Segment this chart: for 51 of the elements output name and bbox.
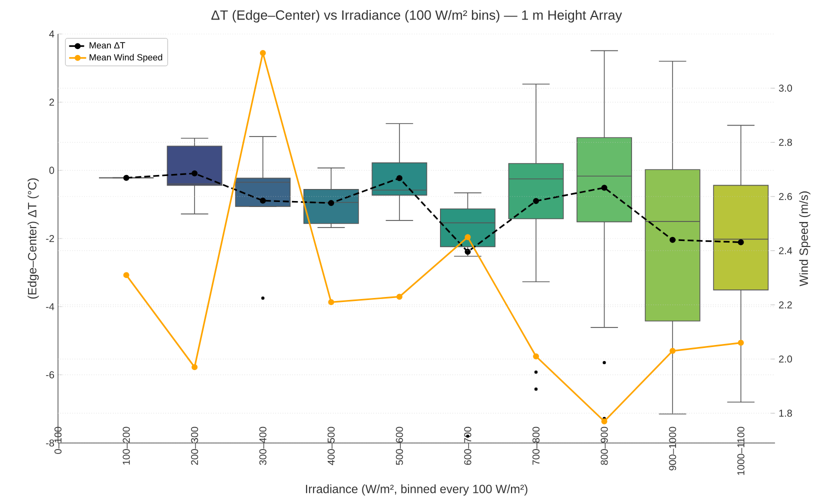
point [601,418,608,424]
point [464,248,471,255]
point [123,174,130,181]
point [192,170,198,176]
y2-tick-label: 2.8 [779,138,792,146]
x-tick-label: 600–700 [464,426,472,465]
point [396,175,402,182]
x-tick-label: 0–100 [54,426,62,454]
legend-label: Mean Wind Speed [90,54,162,62]
x-tick-label: 900–1000 [669,426,676,470]
point [670,348,676,354]
y-axis-title: (Edge–Center) ΔT (°C) [28,178,39,299]
point [396,294,402,300]
y-tick-label: -4 [46,303,54,310]
x-tick-label: 100–200 [122,426,130,465]
y2-tick-label: 2.0 [779,356,792,363]
x-tick-label: 500–600 [396,426,403,465]
point [192,364,198,370]
chart-title: ΔT (Edge–Center) vs Irradiance (100 W/m² bins) — 1 m Height Array [211,10,622,22]
x-tick-label: 200–300 [191,426,198,465]
point [328,299,334,306]
y-tick-label: 0 [49,166,54,174]
point [260,198,266,204]
y2-axis-title: Wind Speed (m/s) [799,191,810,286]
point [533,198,540,204]
y-tick-label: -8 [46,439,54,447]
y2-tick-label: 1.8 [779,410,792,417]
point [464,234,471,240]
point [533,353,540,360]
point [328,200,334,206]
y-tick-label: -2 [46,235,54,242]
point [260,50,266,56]
legend-label: Mean ΔT [90,42,126,49]
y-tick-label: 2 [49,98,54,106]
x-axis-title: Irradiance (W/m², binned every 100 W/m²) [306,484,528,496]
y2-tick-label: 2.4 [779,247,792,254]
point [123,272,130,278]
point [738,239,744,246]
y2-tick-label: 2.2 [779,301,792,308]
x-tick-label: 800–900 [600,426,608,465]
y-tick-label: -6 [46,371,54,378]
x-tick-label: 400–500 [328,426,335,466]
x-tick-label: 300–400 [259,426,266,465]
point [601,184,608,191]
x-tick-label: 700–800 [532,426,540,465]
y-tick-label: 4 [49,30,54,38]
y2-tick-label: 2.6 [779,192,792,200]
point [738,340,744,346]
x-tick-label: 1000–1100 [737,426,744,475]
point [670,236,676,243]
y2-tick-label: 3.0 [778,84,792,92]
